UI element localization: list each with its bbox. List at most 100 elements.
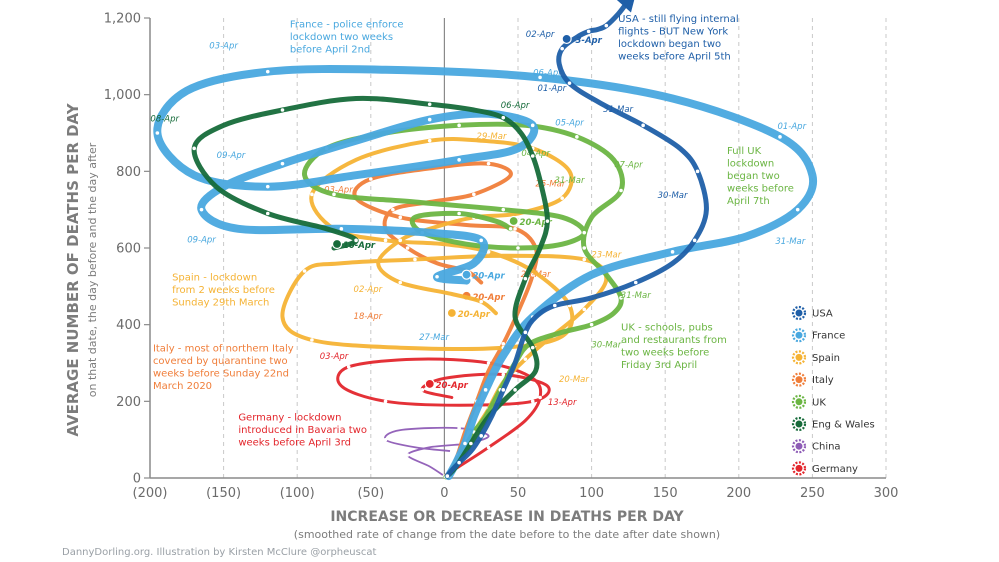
date-label: 01-Apr (777, 122, 806, 132)
virus-marker (424, 378, 435, 390)
date-label: 20-Mar (559, 375, 589, 385)
data-point (501, 207, 506, 212)
data-point (545, 219, 550, 223)
annotation-line: UK - schools, pubs (621, 322, 713, 333)
legend-marker-core (795, 309, 803, 317)
data-point (405, 453, 410, 457)
data-point (391, 207, 395, 212)
data-point (346, 365, 351, 369)
legend-marker (791, 461, 807, 476)
data-point (479, 434, 484, 438)
x-tick-label: (50) (357, 486, 384, 501)
legend-item-germany: Germany (791, 461, 858, 476)
date-label: 20-Apr (436, 381, 469, 391)
x-tick-label: 250 (800, 486, 825, 501)
data-point (199, 207, 204, 212)
x-tick-label: (100) (280, 486, 315, 501)
data-point (265, 211, 270, 216)
legend-item-uk: UK (791, 394, 826, 409)
data-point (383, 399, 388, 404)
legend-label: Spain (812, 353, 840, 364)
data-point (486, 361, 491, 365)
data-point (463, 441, 467, 446)
series-eng-wales: 08-Apr 06-Apr 10-Apr (150, 95, 550, 479)
x-tick-label: 150 (653, 486, 678, 501)
data-point (310, 192, 314, 197)
annotation-line: covered by quarantine two (153, 356, 288, 367)
data-point (538, 395, 542, 400)
data-point (582, 246, 587, 250)
data-point (589, 322, 594, 327)
legend-label: Italy (812, 375, 834, 386)
data-point (670, 250, 675, 254)
date-label: 06-Apr (533, 69, 562, 79)
date-label: 09-Apr (217, 151, 246, 161)
data-point (530, 345, 535, 350)
data-point (427, 102, 432, 107)
data-point (501, 115, 506, 120)
legend-marker-core (795, 420, 803, 428)
x-tick-label: 300 (874, 486, 899, 501)
data-point (155, 131, 160, 135)
date-label: 03-Apr (209, 42, 238, 52)
data-point (472, 192, 476, 197)
data-point (405, 246, 410, 250)
legend-marker-core (795, 331, 803, 339)
legend-label: China (812, 442, 841, 453)
data-point (457, 158, 461, 162)
legend-marker-core (795, 442, 803, 450)
x-tick-label: (200) (133, 486, 168, 501)
legend-marker (791, 350, 807, 365)
virus-marker (461, 269, 472, 280)
data-point (413, 257, 417, 262)
series-france: 31-Mar 01-Apr 03-Apr 05-Apr 06-Apr 09-Apr 09-A… (153, 42, 818, 481)
legend-item-spain: Spain (791, 350, 840, 365)
date-label: 3-Apr (576, 36, 603, 46)
x-axis-title: INCREASE OR DECREASE IN DEATHS PER DAY (330, 509, 684, 525)
data-point (516, 246, 520, 250)
usa-arrowhead (616, 0, 635, 13)
data-point (523, 276, 528, 281)
legend-marker-core (795, 376, 803, 384)
annotation-line: and restaurants from (621, 335, 727, 346)
legend-label: France (812, 331, 845, 342)
y-axis-subtitle: on that date, the day before and the day… (86, 142, 99, 397)
legend-label: Eng & Wales (812, 420, 875, 431)
date-label: 06-Apr (501, 101, 530, 111)
data-point (280, 161, 285, 166)
data-point (265, 69, 270, 74)
y-tick-label: 0 (133, 472, 141, 487)
date-label: 20-Apr (458, 310, 491, 320)
data-point (398, 215, 403, 220)
annotation-line: March 2020 (153, 381, 212, 392)
data-point (483, 388, 488, 392)
date-label: 31-Mar (603, 105, 633, 115)
data-point (310, 338, 314, 342)
data-point (553, 303, 557, 308)
data-point (582, 307, 587, 312)
data-point (582, 230, 587, 235)
annotation-line: weeks before April 3rd (238, 438, 351, 449)
date-label: 07-Apr (614, 161, 643, 171)
series-germany: 03-Apr 13-Apr 20-Apr (320, 352, 577, 478)
legend-label: Germany (812, 464, 858, 475)
data-point (567, 81, 572, 85)
data-point (513, 227, 517, 231)
data-point (469, 441, 473, 446)
data-point (582, 257, 587, 262)
series-line-eng-wales (191, 95, 550, 479)
data-point (586, 29, 591, 34)
x-tick-label: 100 (579, 486, 604, 501)
y-tick-label: 400 (116, 318, 141, 333)
data-point (449, 449, 454, 453)
date-label: 03-Apr (320, 352, 349, 362)
virus-marker (508, 215, 519, 227)
legend-item-usa: USA (791, 305, 833, 321)
data-point (332, 192, 336, 197)
x-axis-subtitle: (smoothed rate of change from the date b… (294, 528, 720, 541)
data-point (560, 196, 564, 200)
x-tick-label: 200 (726, 486, 751, 501)
